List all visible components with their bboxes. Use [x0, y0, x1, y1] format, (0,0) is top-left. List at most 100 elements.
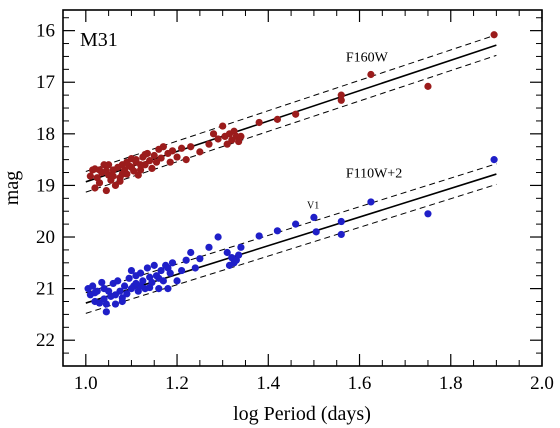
data-point	[127, 285, 136, 293]
data-point	[235, 251, 243, 259]
y-axis-label: mag	[1, 171, 23, 205]
data-point	[95, 179, 104, 187]
data-point	[118, 297, 126, 306]
y-tick-label: 16	[36, 21, 55, 42]
x-tick-label: 1.6	[348, 373, 372, 394]
series-0: F160W	[85, 31, 498, 195]
data-point	[105, 161, 113, 169]
y-tick-label: 19	[36, 175, 55, 196]
data-point	[292, 110, 300, 118]
band-lower	[85, 54, 497, 193]
data-point	[178, 266, 186, 275]
chart-title: M31	[80, 29, 118, 51]
data-point	[100, 285, 108, 293]
data-point	[237, 243, 245, 251]
y-tick-label: 22	[36, 330, 55, 351]
data-point	[337, 217, 345, 226]
data-point	[102, 167, 110, 175]
data-point	[159, 143, 167, 151]
data-point	[173, 153, 181, 161]
data-point	[223, 140, 231, 148]
data-point	[118, 161, 126, 169]
data-point	[155, 285, 163, 293]
data-point	[102, 186, 110, 195]
data-point	[187, 248, 195, 257]
data-point	[146, 283, 154, 292]
data-point	[150, 151, 158, 160]
data-point	[98, 278, 106, 287]
data-point	[91, 289, 99, 297]
data-point	[292, 220, 300, 228]
data-point	[337, 91, 345, 99]
data-point	[255, 118, 263, 127]
marks-layer: F160W F110W+2 V1	[84, 31, 498, 316]
data-point	[173, 277, 181, 285]
x-axis-label: log Period (days)	[233, 403, 371, 425]
data-point	[178, 144, 186, 152]
axes-layer: 1.0 1.2 1.4 1.6 1.8 2.0 16 17 18 19 20 21 22	[36, 10, 554, 394]
plot-frame	[62, 9, 543, 367]
series-1: F110W+2 V1	[84, 156, 498, 316]
data-point	[214, 135, 222, 143]
data-point	[152, 158, 161, 166]
data-point	[95, 299, 104, 307]
data-point	[91, 184, 99, 192]
data-point	[111, 181, 120, 190]
data-point	[182, 256, 190, 264]
series-label: F110W+2	[346, 167, 402, 182]
y-tick-label: 20	[36, 227, 55, 248]
data-point	[168, 147, 177, 155]
data-point	[136, 161, 145, 169]
data-point	[187, 143, 195, 151]
data-point	[127, 163, 136, 171]
data-point	[132, 156, 140, 164]
data-point	[91, 165, 99, 173]
data-point	[168, 259, 177, 267]
data-point	[148, 164, 156, 172]
data-point	[127, 266, 136, 275]
data-point	[255, 232, 263, 240]
point-annotation: V1	[307, 201, 319, 212]
fit-line	[85, 173, 497, 304]
data-point	[120, 282, 129, 290]
data-point	[111, 300, 120, 308]
data-point	[136, 166, 145, 174]
y-tick-label: 18	[36, 124, 55, 145]
band-lower	[85, 183, 497, 314]
band-upper	[85, 163, 497, 294]
x-tick-label: 1.2	[165, 373, 189, 394]
data-point	[86, 172, 94, 180]
data-point	[166, 158, 174, 166]
data-point	[89, 282, 97, 290]
series-label: F160W	[346, 51, 389, 66]
data-point	[150, 261, 158, 269]
data-point	[205, 140, 213, 148]
data-point	[214, 233, 222, 241]
data-point	[136, 269, 145, 277]
x-tick-label: 2.0	[530, 373, 554, 394]
data-point	[125, 274, 133, 282]
data-point	[196, 255, 204, 263]
data-point	[310, 213, 318, 222]
data-point	[157, 266, 165, 275]
data-point	[273, 227, 282, 235]
data-point	[132, 279, 140, 288]
data-point	[196, 148, 204, 156]
data-point	[367, 198, 375, 206]
data-point	[116, 177, 124, 185]
x-tick-label: 1.8	[439, 373, 463, 394]
data-point	[312, 228, 320, 236]
data-point	[490, 156, 498, 164]
data-point	[424, 82, 432, 90]
data-point	[237, 132, 245, 141]
data-point	[109, 172, 117, 180]
data-point	[182, 156, 190, 164]
data-point	[123, 170, 131, 178]
y-tick-label: 17	[36, 72, 55, 93]
x-tick-label: 1.4	[256, 373, 280, 394]
data-point	[164, 264, 172, 272]
data-point	[337, 230, 345, 239]
data-point	[114, 277, 122, 285]
data-point	[424, 210, 432, 218]
data-point	[223, 248, 231, 257]
